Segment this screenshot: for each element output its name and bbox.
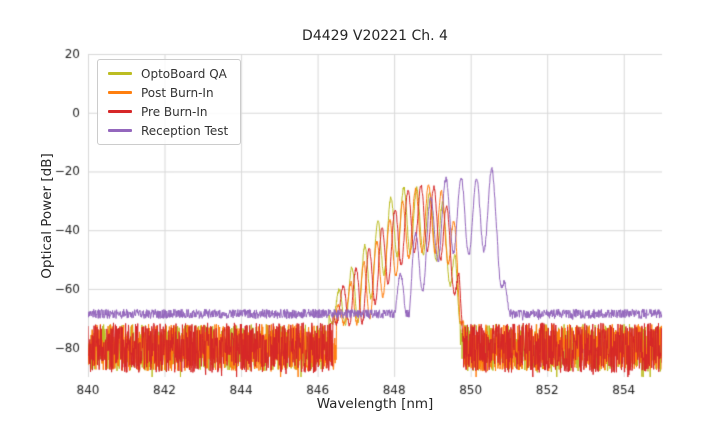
- legend-line-icon: [108, 72, 132, 75]
- y-axis-label: Optical Power [dB]: [39, 153, 55, 279]
- legend-item: Pre Burn-In: [108, 104, 228, 119]
- legend-line-icon: [108, 129, 132, 132]
- legend-item: Post Burn-In: [108, 85, 228, 100]
- legend-item: Reception Test: [108, 123, 228, 138]
- legend-line-icon: [108, 91, 132, 94]
- legend-label: Post Burn-In: [141, 85, 214, 100]
- legend-line-icon: [108, 110, 132, 113]
- chart-title: D4429 V20221 Ch. 4: [302, 28, 448, 44]
- legend-label: OptoBoard QA: [141, 66, 227, 81]
- legend-item: OptoBoard QA: [108, 66, 228, 81]
- x-axis-label: Wavelength [nm]: [316, 396, 434, 412]
- legend-label: Pre Burn-In: [141, 104, 208, 119]
- legend: OptoBoard QA Post Burn-In Pre Burn-In Re…: [97, 59, 242, 145]
- legend-label: Reception Test: [141, 123, 229, 138]
